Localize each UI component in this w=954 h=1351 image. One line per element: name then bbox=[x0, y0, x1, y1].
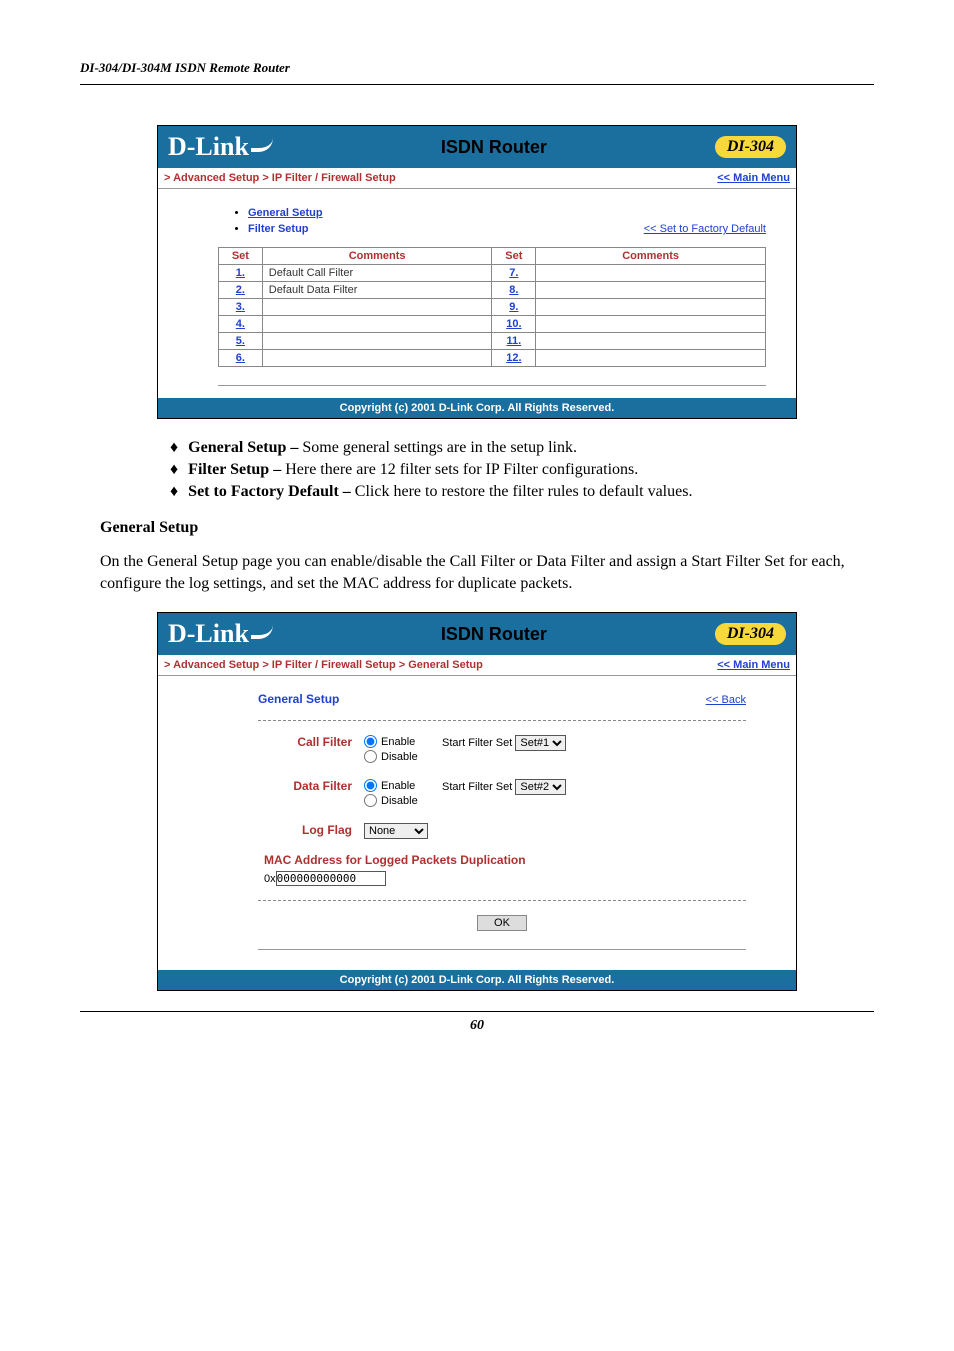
mac-prefix: 0x bbox=[264, 873, 276, 885]
router-title: ISDN Router bbox=[441, 137, 547, 158]
start-filter-label: Start Filter Set bbox=[442, 781, 512, 793]
page-number: 60 bbox=[80, 1018, 874, 1034]
bullet-general-setup: General Setup – Some general settings ar… bbox=[170, 439, 874, 457]
general-setup-link[interactable]: General Setup bbox=[248, 207, 323, 219]
call-filter-label: Call Filter bbox=[264, 735, 364, 749]
col-set: Set bbox=[219, 248, 263, 265]
data-filter-select[interactable]: Set#2 bbox=[515, 779, 566, 795]
main-menu-link[interactable]: << Main Menu bbox=[717, 659, 790, 671]
breadcrumb: > Advanced Setup > IP Filter / Firewall … bbox=[164, 659, 483, 671]
set-comment bbox=[536, 299, 766, 316]
set-comment bbox=[262, 299, 492, 316]
set-comment bbox=[262, 333, 492, 350]
ok-button[interactable]: OK bbox=[477, 915, 527, 931]
set-comment bbox=[536, 316, 766, 333]
set-link[interactable]: 6. bbox=[236, 352, 245, 364]
call-filter-enable[interactable] bbox=[364, 735, 377, 748]
section-heading: General Setup bbox=[80, 519, 874, 537]
set-comment bbox=[536, 350, 766, 367]
screenshot-general-setup: D-Link ISDN Router DI-304 > Advanced Set… bbox=[157, 612, 797, 991]
set-link[interactable]: 2. bbox=[236, 284, 245, 296]
call-filter-select[interactable]: Set#1 bbox=[515, 735, 566, 751]
set-comment bbox=[536, 333, 766, 350]
set-link[interactable]: 12. bbox=[506, 352, 521, 364]
router-footer: Copyright (c) 2001 D-Link Corp. All Righ… bbox=[158, 398, 796, 418]
bullet-factory-default: Set to Factory Default – Click here to r… bbox=[170, 483, 874, 501]
set-link[interactable]: 11. bbox=[507, 335, 522, 347]
data-filter-label: Data Filter bbox=[264, 779, 364, 793]
main-menu-link[interactable]: << Main Menu bbox=[717, 172, 790, 184]
set-link[interactable]: 10. bbox=[506, 318, 521, 330]
router-footer: Copyright (c) 2001 D-Link Corp. All Righ… bbox=[158, 970, 796, 990]
start-filter-label: Start Filter Set bbox=[442, 737, 512, 749]
set-link[interactable]: 7. bbox=[509, 267, 518, 279]
call-filter-disable[interactable] bbox=[364, 750, 377, 763]
set-comment bbox=[262, 316, 492, 333]
dlink-logo: D-Link bbox=[168, 619, 273, 649]
data-filter-disable[interactable] bbox=[364, 794, 377, 807]
set-link[interactable]: 9. bbox=[509, 301, 518, 313]
factory-default-link[interactable]: << Set to Factory Default bbox=[644, 223, 766, 235]
set-comment bbox=[536, 265, 766, 282]
breadcrumb: > Advanced Setup > IP Filter / Firewall … bbox=[164, 172, 396, 184]
col-comments2: Comments bbox=[536, 248, 766, 265]
set-link[interactable]: 3. bbox=[236, 301, 245, 313]
model-badge: DI-304 bbox=[715, 623, 786, 645]
dlink-logo: D-Link bbox=[168, 132, 273, 162]
page-header: DI-304/DI-304M ISDN Remote Router bbox=[80, 60, 874, 76]
set-link[interactable]: 1. bbox=[236, 267, 245, 279]
log-flag-label: Log Flag bbox=[264, 823, 364, 837]
set-link[interactable]: 5. bbox=[236, 335, 245, 347]
set-link[interactable]: 8. bbox=[509, 284, 518, 296]
screenshot-filter-setup: D-Link ISDN Router DI-304 > Advanced Set… bbox=[157, 125, 797, 419]
body-paragraph: On the General Setup page you can enable… bbox=[80, 551, 874, 594]
set-comment bbox=[262, 350, 492, 367]
back-link[interactable]: << Back bbox=[706, 694, 746, 706]
filter-setup-label: Filter Setup bbox=[248, 223, 309, 235]
col-comments: Comments bbox=[262, 248, 492, 265]
col-set2: Set bbox=[492, 248, 536, 265]
mac-title: MAC Address for Logged Packets Duplicati… bbox=[264, 853, 740, 867]
general-setup-title: General Setup bbox=[258, 692, 339, 706]
filter-table: Set Comments Set Comments 1. Default Call… bbox=[218, 247, 766, 367]
mac-input[interactable] bbox=[276, 871, 386, 886]
log-flag-select[interactable]: None bbox=[364, 823, 428, 839]
footer-rule bbox=[80, 1011, 874, 1012]
set-link[interactable]: 4. bbox=[236, 318, 245, 330]
bullet-filter-setup: Filter Setup – Here there are 12 filter … bbox=[170, 461, 874, 479]
header-rule bbox=[80, 84, 874, 85]
router-header: D-Link ISDN Router DI-304 bbox=[158, 613, 796, 655]
set-comment: Default Call Filter bbox=[262, 265, 492, 282]
data-filter-enable[interactable] bbox=[364, 779, 377, 792]
set-comment: Default Data Filter bbox=[262, 282, 492, 299]
model-badge: DI-304 bbox=[715, 136, 786, 158]
router-title: ISDN Router bbox=[441, 624, 547, 645]
router-header: D-Link ISDN Router DI-304 bbox=[158, 126, 796, 168]
set-comment bbox=[536, 282, 766, 299]
